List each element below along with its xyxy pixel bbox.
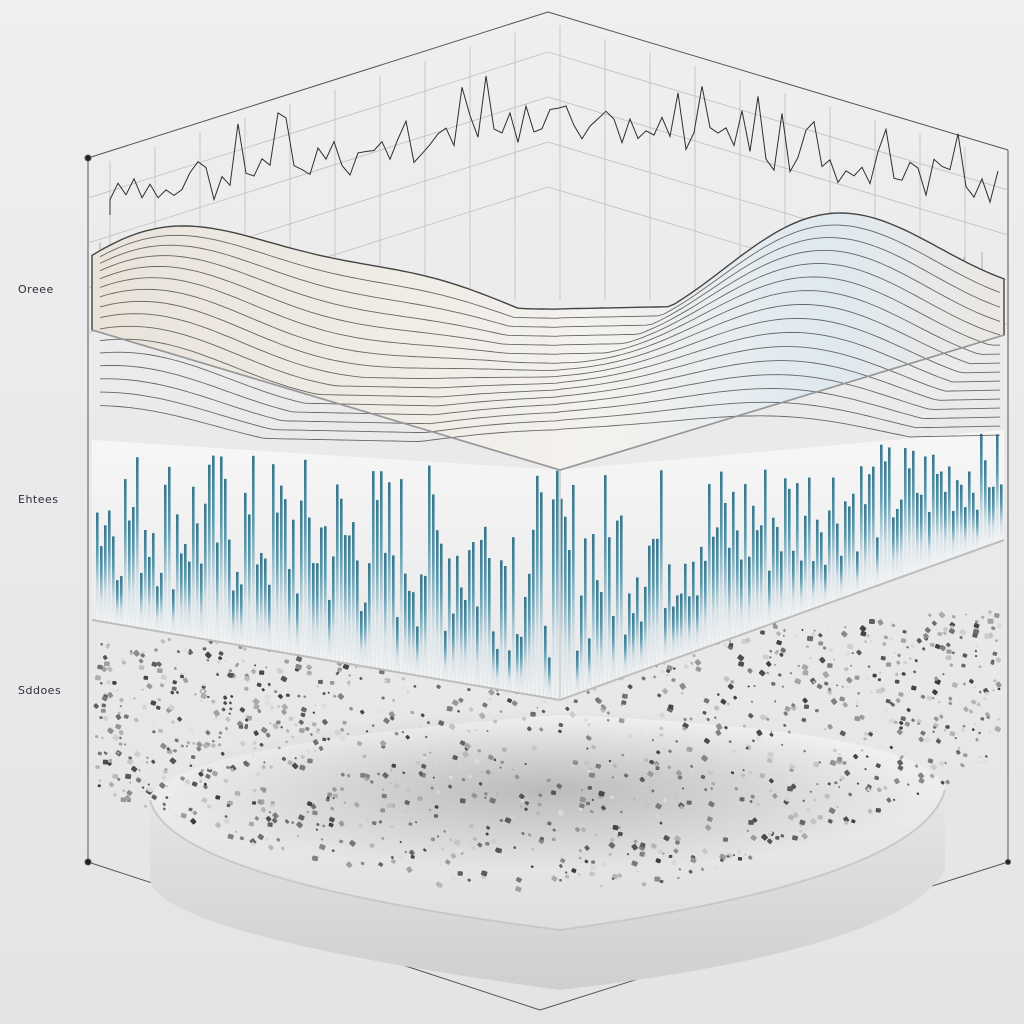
layer-label-bottom: Sddoes — [18, 684, 62, 697]
wave-contour-surface — [91, 212, 1005, 471]
spike-signal-layer — [91, 430, 1005, 702]
layer-label-top: Oreee — [18, 283, 54, 296]
particle-layer — [93, 610, 1003, 893]
layer-label-middle: Ehtees — [18, 493, 59, 506]
background-signal-trace — [109, 75, 999, 215]
